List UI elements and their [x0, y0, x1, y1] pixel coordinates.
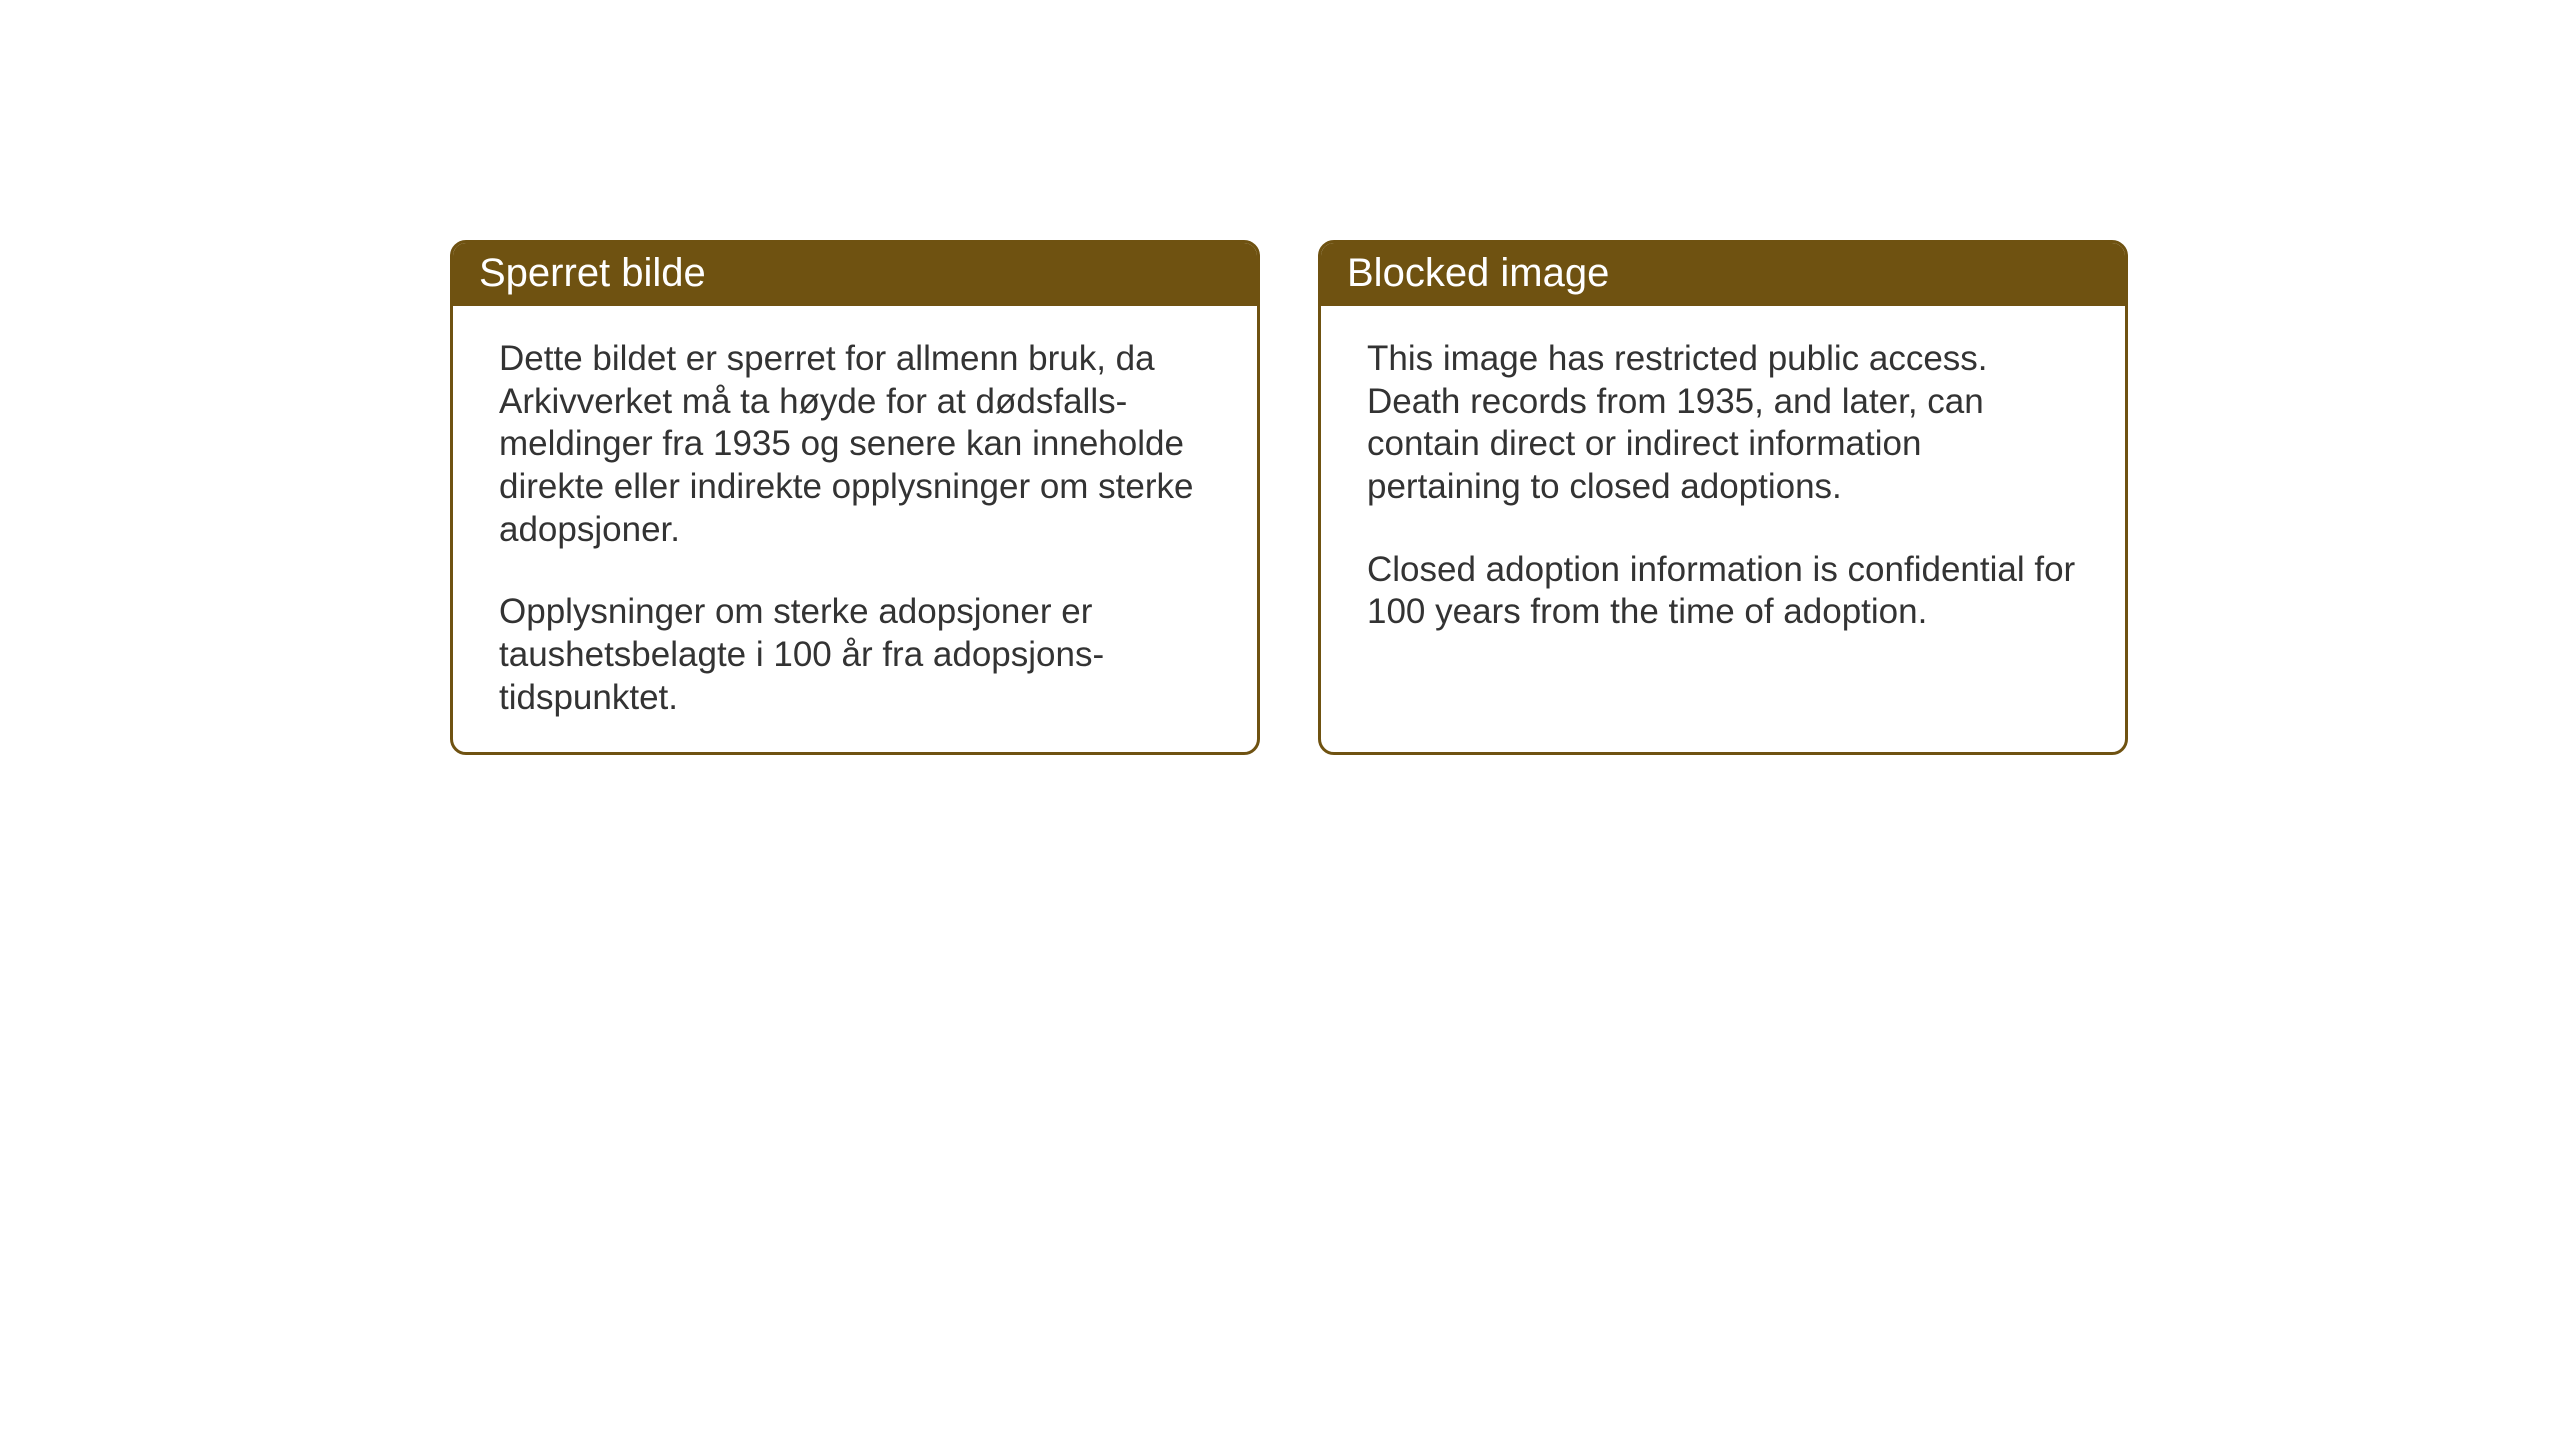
notice-paragraph-2-english: Closed adoption information is confident… — [1367, 549, 2079, 634]
notice-container: Sperret bilde Dette bildet er sperret fo… — [450, 240, 2128, 755]
notice-header-norwegian: Sperret bilde — [453, 243, 1257, 306]
notice-paragraph-1-norwegian: Dette bildet er sperret for allmenn bruk… — [499, 338, 1211, 551]
notice-header-english: Blocked image — [1321, 243, 2125, 306]
notice-box-english: Blocked image This image has restricted … — [1318, 240, 2128, 755]
notice-body-norwegian: Dette bildet er sperret for allmenn bruk… — [453, 306, 1257, 755]
notice-paragraph-2-norwegian: Opplysninger om sterke adopsjoner er tau… — [499, 591, 1211, 719]
notice-body-english: This image has restricted public access.… — [1321, 306, 2125, 674]
notice-paragraph-1-english: This image has restricted public access.… — [1367, 338, 2079, 509]
notice-box-norwegian: Sperret bilde Dette bildet er sperret fo… — [450, 240, 1260, 755]
